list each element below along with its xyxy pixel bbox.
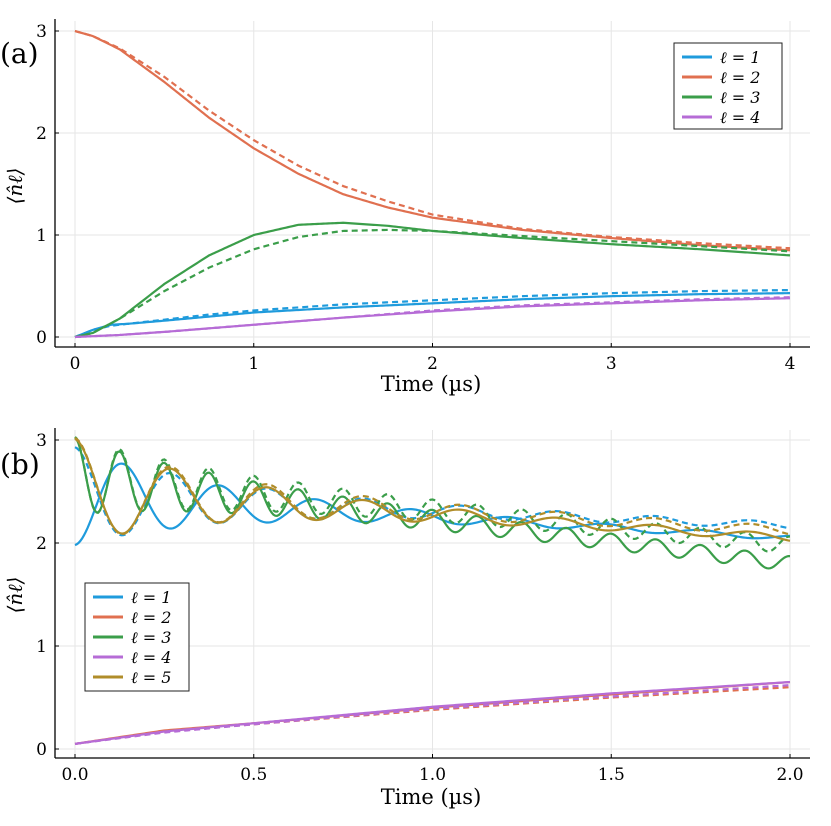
panel-a-series: [74, 29, 791, 339]
legend-label: ℓ = 1: [131, 588, 171, 607]
panel-b-label: (b): [0, 448, 40, 481]
panel-a-grid: [55, 21, 810, 347]
x-tick-label: 1: [248, 354, 259, 374]
legend-label: ℓ = 5: [131, 668, 171, 687]
y-tick-label: 3: [36, 22, 47, 42]
legend-label: ℓ = 3: [131, 628, 171, 647]
panel-a-legend: ℓ = 1ℓ = 2ℓ = 3ℓ = 4: [673, 42, 783, 130]
legend-label: ℓ = 2: [720, 68, 760, 87]
series-line-1: [74, 292, 791, 339]
panel-b-series: [74, 436, 791, 745]
panel-a-y-label: ⟨n̂ℓ⟩: [3, 168, 27, 205]
panel-b-y-ticks: 0 1 2 3: [36, 431, 59, 760]
y-tick-label: 0: [36, 740, 47, 760]
y-tick-label: 2: [36, 124, 47, 144]
panel-b: 0.0 0.5 1.0 1.5 2.0 0 1 2 3 Time (µs) ⟨n̂ℓ⟩ (b)…: [0, 428, 810, 809]
legend-label: ℓ = 4: [720, 108, 760, 127]
panel-a-y-ticks: 0 1 2 3: [36, 22, 59, 348]
x-tick-label: 0.0: [61, 765, 88, 785]
series-line-3: [74, 437, 791, 570]
x-tick-label: 3: [606, 354, 617, 374]
series-dashed-line-2: [74, 29, 791, 250]
panel-b-grid: [55, 430, 810, 758]
series-line-4: [74, 680, 791, 745]
series-line-2: [74, 29, 791, 252]
x-tick-label: 1.5: [598, 765, 625, 785]
y-tick-label: 2: [36, 534, 47, 554]
x-tick-label: 1.0: [419, 765, 446, 785]
y-tick-label: 0: [36, 328, 47, 348]
panel-a-x-ticks: 0 1 2 3 4: [70, 343, 796, 374]
x-tick-label: 0: [70, 354, 81, 374]
panel-b-x-label: Time (µs): [381, 785, 482, 809]
x-tick-label: 4: [785, 354, 796, 374]
panel-b-x-ticks: 0.0 0.5 1.0 1.5 2.0: [61, 754, 804, 785]
legend-label: ℓ = 2: [131, 608, 171, 627]
y-tick-label: 1: [36, 226, 47, 246]
legend-label: ℓ = 1: [720, 48, 760, 67]
panel-a-label: (a): [0, 37, 39, 70]
panel-b-y-label: ⟨n̂ℓ⟩: [3, 577, 27, 614]
series-line-3: [74, 221, 791, 339]
legend-label: ℓ = 4: [131, 648, 171, 667]
y-tick-label: 1: [36, 637, 47, 657]
series-dashed-line-1: [74, 288, 791, 339]
series-line-5: [74, 438, 791, 542]
panel-a-x-label: Time (µs): [381, 372, 482, 396]
y-tick-label: 3: [36, 431, 47, 451]
x-tick-label: 2: [427, 354, 438, 374]
legend-label: ℓ = 3: [720, 88, 760, 107]
x-tick-label: 0.5: [240, 765, 267, 785]
series-line-1: [74, 462, 791, 547]
series-line-4: [74, 297, 791, 339]
panel-b-legend: ℓ = 1ℓ = 2ℓ = 3ℓ = 4ℓ = 5: [84, 582, 190, 692]
x-tick-label: 2.0: [776, 765, 803, 785]
